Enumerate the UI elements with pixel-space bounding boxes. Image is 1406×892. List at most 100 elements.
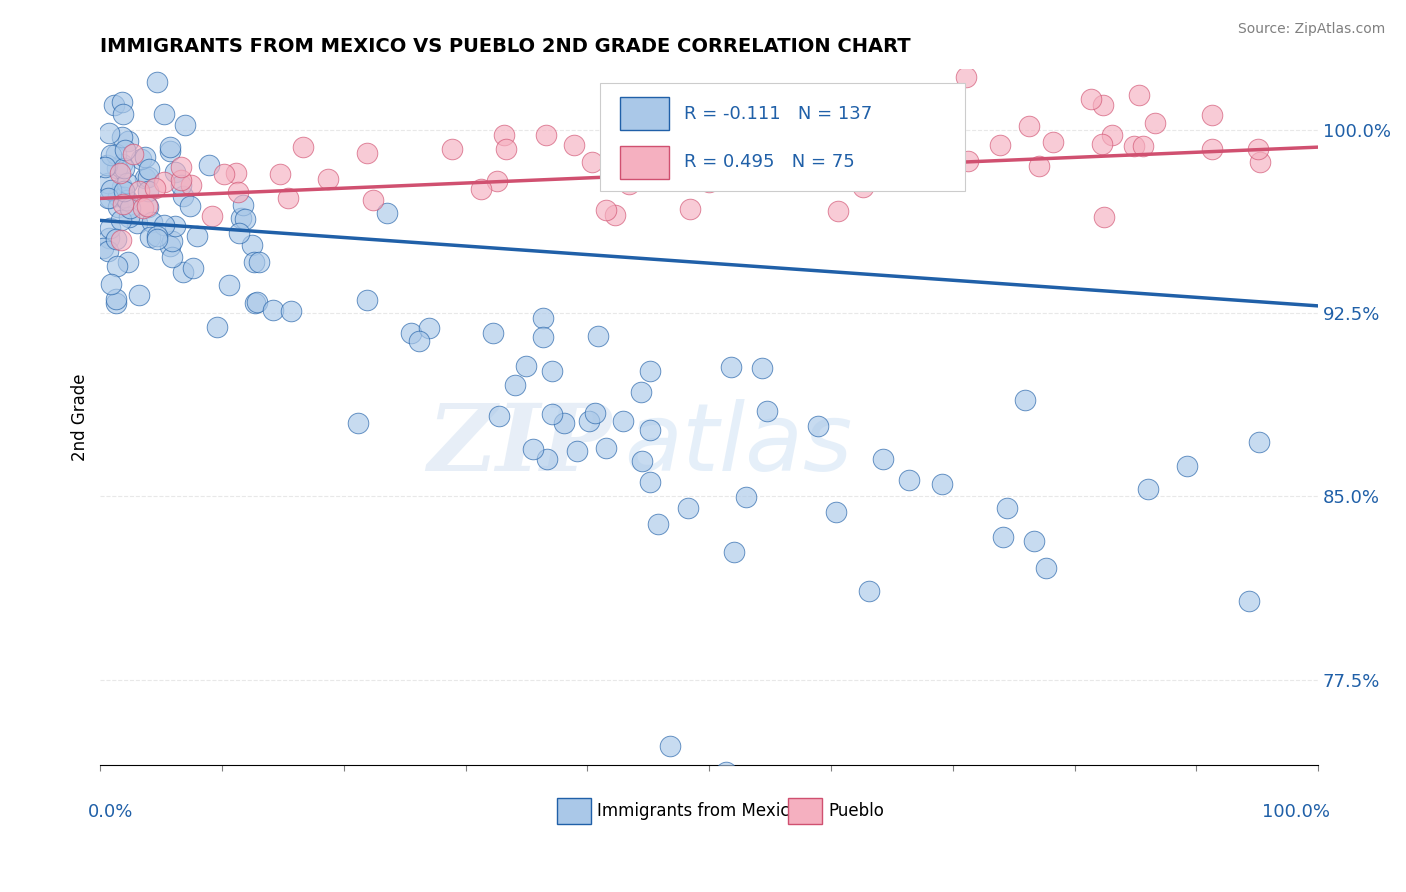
Point bbox=[522, 442, 544, 456]
Point bbox=[872, 451, 894, 466]
Point bbox=[1080, 92, 1102, 106]
Point bbox=[201, 209, 224, 223]
Point bbox=[160, 250, 183, 264]
Point bbox=[128, 288, 150, 302]
Point bbox=[107, 200, 129, 214]
Point bbox=[110, 234, 132, 248]
FancyBboxPatch shape bbox=[557, 797, 591, 824]
Point bbox=[98, 191, 121, 205]
Point bbox=[117, 194, 139, 208]
Point bbox=[111, 95, 134, 109]
Point bbox=[97, 191, 120, 205]
Point bbox=[1128, 87, 1150, 102]
Point bbox=[136, 169, 159, 184]
Point bbox=[1201, 108, 1223, 122]
Point bbox=[105, 161, 128, 175]
Point bbox=[346, 416, 368, 430]
Point bbox=[110, 166, 132, 180]
Point bbox=[218, 277, 240, 292]
Point bbox=[129, 152, 152, 166]
Point bbox=[159, 239, 181, 253]
Point bbox=[170, 178, 193, 193]
Point bbox=[172, 189, 194, 203]
Point bbox=[799, 153, 821, 168]
Point bbox=[1175, 458, 1198, 473]
Point bbox=[482, 326, 505, 340]
Point bbox=[97, 231, 120, 245]
Text: IMMIGRANTS FROM MEXICO VS PUEBLO 2ND GRADE CORRELATION CHART: IMMIGRANTS FROM MEXICO VS PUEBLO 2ND GRA… bbox=[100, 37, 911, 56]
Point bbox=[125, 216, 148, 230]
Point bbox=[1018, 119, 1040, 133]
Point bbox=[121, 147, 143, 161]
Point bbox=[586, 329, 609, 343]
Point bbox=[995, 500, 1018, 515]
Text: atlas: atlas bbox=[624, 400, 852, 491]
Point bbox=[562, 138, 585, 153]
Point bbox=[515, 359, 537, 373]
Point bbox=[100, 221, 122, 235]
Point bbox=[581, 155, 603, 169]
Point bbox=[159, 140, 181, 154]
Point bbox=[170, 160, 193, 174]
Point bbox=[536, 451, 558, 466]
Y-axis label: 2nd Grade: 2nd Grade bbox=[72, 373, 89, 461]
Text: Pueblo: Pueblo bbox=[828, 802, 884, 820]
Point bbox=[245, 296, 267, 310]
Point bbox=[170, 173, 193, 187]
Point bbox=[647, 516, 669, 531]
Point bbox=[93, 50, 115, 64]
Point bbox=[470, 182, 492, 196]
Point bbox=[991, 530, 1014, 544]
Point bbox=[505, 378, 527, 392]
Point bbox=[135, 199, 157, 213]
Point bbox=[897, 473, 920, 487]
Point bbox=[375, 206, 398, 220]
Point bbox=[118, 210, 141, 224]
Point bbox=[796, 161, 818, 175]
Point bbox=[111, 196, 134, 211]
Point bbox=[638, 364, 661, 378]
Point bbox=[640, 424, 662, 438]
Point bbox=[578, 414, 600, 428]
Point bbox=[595, 441, 617, 455]
Text: Source: ZipAtlas.com: Source: ZipAtlas.com bbox=[1237, 22, 1385, 37]
Point bbox=[631, 454, 654, 468]
Point bbox=[243, 255, 266, 269]
Point bbox=[94, 160, 117, 174]
FancyBboxPatch shape bbox=[620, 97, 669, 130]
Point bbox=[1132, 139, 1154, 153]
Point bbox=[408, 334, 430, 348]
Point bbox=[145, 229, 167, 244]
Point bbox=[114, 184, 136, 198]
Point bbox=[105, 296, 128, 310]
Point bbox=[956, 153, 979, 168]
Text: 0.0%: 0.0% bbox=[89, 804, 134, 822]
Point bbox=[153, 219, 176, 233]
Point bbox=[931, 477, 953, 491]
Point bbox=[97, 244, 120, 259]
Point bbox=[138, 184, 160, 198]
Text: ZIP: ZIP bbox=[427, 400, 612, 490]
Point bbox=[228, 227, 250, 241]
Point bbox=[136, 200, 159, 214]
FancyBboxPatch shape bbox=[620, 145, 669, 179]
Point bbox=[128, 184, 150, 198]
Point bbox=[752, 131, 775, 145]
Point bbox=[873, 135, 896, 149]
FancyBboxPatch shape bbox=[599, 83, 965, 191]
Point bbox=[938, 146, 960, 161]
Point bbox=[668, 152, 690, 166]
Point bbox=[197, 158, 219, 172]
Point bbox=[744, 129, 766, 144]
Point bbox=[583, 406, 606, 420]
Point bbox=[139, 230, 162, 244]
Point bbox=[356, 293, 378, 307]
Point bbox=[118, 202, 141, 216]
Point bbox=[172, 265, 194, 279]
Point bbox=[756, 403, 779, 417]
Point bbox=[735, 490, 758, 504]
Point bbox=[533, 330, 555, 344]
Point bbox=[246, 295, 269, 310]
Point bbox=[104, 147, 127, 161]
Point bbox=[638, 475, 661, 489]
